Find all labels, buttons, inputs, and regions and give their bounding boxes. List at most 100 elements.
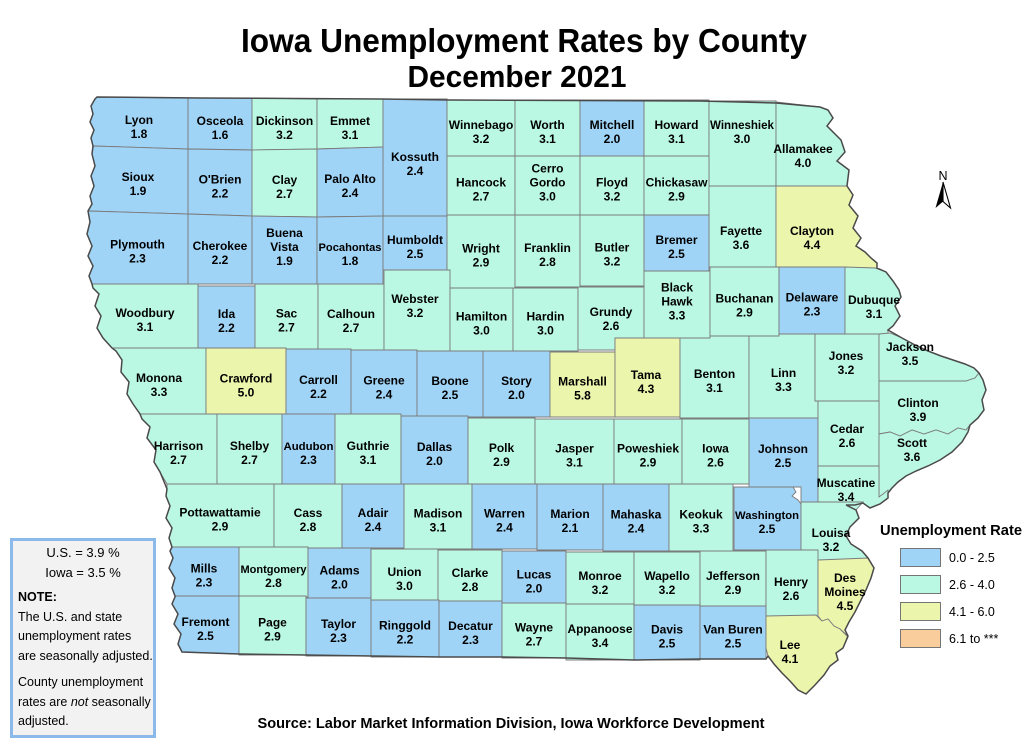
svg-text:Dubuque: Dubuque: [848, 293, 900, 307]
svg-text:Marshall: Marshall: [558, 375, 607, 389]
svg-text:Hamilton: Hamilton: [456, 310, 507, 324]
svg-text:Iowa: Iowa: [702, 442, 729, 456]
svg-text:Butler: Butler: [595, 241, 630, 255]
svg-text:Fayette: Fayette: [720, 224, 762, 238]
svg-text:2.7: 2.7: [343, 321, 360, 335]
svg-text:2.9: 2.9: [668, 190, 685, 204]
svg-text:Madison: Madison: [414, 507, 463, 521]
svg-text:Emmet: Emmet: [330, 114, 370, 128]
svg-text:1.9: 1.9: [276, 254, 293, 268]
svg-text:Allamakee: Allamakee: [773, 142, 833, 156]
svg-text:2.5: 2.5: [407, 247, 424, 261]
svg-text:Louisa: Louisa: [812, 526, 851, 540]
svg-text:3.1: 3.1: [360, 453, 377, 467]
svg-text:2.4: 2.4: [496, 521, 513, 535]
svg-text:Lee: Lee: [780, 638, 801, 652]
svg-text:O'Brien: O'Brien: [199, 173, 242, 187]
svg-text:Clinton: Clinton: [897, 396, 938, 410]
svg-text:1.8: 1.8: [131, 127, 148, 141]
svg-text:Washington: Washington: [735, 510, 799, 522]
svg-text:3.3: 3.3: [669, 309, 686, 323]
svg-text:Hancock: Hancock: [456, 176, 506, 190]
svg-text:Warren: Warren: [484, 507, 525, 521]
svg-text:2.0: 2.0: [331, 578, 348, 592]
svg-text:1.9: 1.9: [130, 184, 147, 198]
svg-text:3.6: 3.6: [904, 450, 921, 464]
svg-text:3.1: 3.1: [342, 128, 359, 142]
svg-text:Wayne: Wayne: [515, 621, 554, 635]
svg-text:2.6: 2.6: [783, 589, 800, 603]
svg-text:Kossuth: Kossuth: [391, 150, 439, 164]
svg-text:3.1: 3.1: [706, 381, 723, 395]
svg-text:Bremer: Bremer: [655, 233, 697, 247]
svg-text:4.4: 4.4: [804, 238, 821, 252]
svg-text:Carroll: Carroll: [299, 373, 338, 387]
svg-text:2.5: 2.5: [442, 388, 459, 402]
svg-text:Calhoun: Calhoun: [327, 307, 375, 321]
svg-text:2.4: 2.4: [376, 388, 393, 402]
svg-text:2.2: 2.2: [218, 321, 235, 335]
svg-text:2.3: 2.3: [196, 576, 213, 590]
svg-text:Des: Des: [834, 571, 856, 585]
svg-text:3.4: 3.4: [592, 636, 609, 650]
svg-text:Plymouth: Plymouth: [110, 238, 165, 252]
svg-text:Hawk: Hawk: [661, 295, 693, 309]
svg-text:Union: Union: [388, 565, 422, 579]
svg-text:Cerro: Cerro: [531, 162, 563, 176]
svg-text:Pottawattamie: Pottawattamie: [179, 506, 261, 520]
svg-text:Wapello: Wapello: [644, 569, 690, 583]
svg-text:2.7: 2.7: [170, 453, 187, 467]
svg-text:Pocahontas: Pocahontas: [319, 242, 382, 254]
svg-text:2.7: 2.7: [276, 187, 293, 201]
svg-text:5.0: 5.0: [238, 386, 255, 400]
svg-text:2.7: 2.7: [241, 453, 258, 467]
svg-text:2.5: 2.5: [759, 522, 776, 536]
svg-text:Sioux: Sioux: [122, 170, 155, 184]
svg-text:Monona: Monona: [136, 371, 182, 385]
svg-text:Montgomery: Montgomery: [241, 564, 308, 576]
svg-text:Clarke: Clarke: [452, 566, 489, 580]
svg-text:Story: Story: [501, 374, 532, 388]
svg-text:2.6: 2.6: [707, 456, 724, 470]
svg-text:3.1: 3.1: [430, 521, 447, 535]
svg-text:3.2: 3.2: [407, 306, 424, 320]
svg-text:Moines: Moines: [824, 585, 866, 599]
svg-text:2.9: 2.9: [640, 456, 657, 470]
svg-text:Monroe: Monroe: [578, 569, 622, 583]
svg-text:2.5: 2.5: [659, 637, 676, 651]
svg-text:Gordo: Gordo: [530, 176, 566, 190]
svg-text:4.3: 4.3: [638, 382, 655, 396]
svg-text:3.2: 3.2: [659, 583, 676, 597]
svg-text:1.8: 1.8: [342, 254, 359, 268]
svg-text:2.3: 2.3: [462, 633, 479, 647]
svg-text:2.2: 2.2: [212, 187, 229, 201]
svg-text:Webster: Webster: [391, 292, 438, 306]
svg-text:3.1: 3.1: [539, 132, 556, 146]
svg-text:3.1: 3.1: [668, 132, 685, 146]
svg-text:2.6: 2.6: [839, 436, 856, 450]
svg-text:2.8: 2.8: [462, 580, 479, 594]
svg-text:Jackson: Jackson: [886, 340, 934, 354]
svg-text:3.2: 3.2: [604, 190, 621, 204]
svg-text:2.4: 2.4: [365, 520, 382, 534]
svg-text:N: N: [938, 169, 947, 183]
svg-text:Hardin: Hardin: [526, 310, 564, 324]
svg-text:2.5: 2.5: [725, 637, 742, 651]
svg-text:Fremont: Fremont: [182, 615, 230, 629]
svg-text:2.3: 2.3: [300, 453, 317, 467]
svg-text:Humboldt: Humboldt: [387, 233, 443, 247]
svg-text:Source: Labor Market Informati: Source: Labor Market Information Divisio…: [258, 716, 765, 732]
svg-text:Muscatine: Muscatine: [817, 476, 876, 490]
svg-text:2.1: 2.1: [562, 521, 579, 535]
svg-text:Black: Black: [661, 281, 693, 295]
svg-text:2.8: 2.8: [300, 520, 317, 534]
svg-text:Buchanan: Buchanan: [715, 292, 773, 306]
svg-text:Scott: Scott: [897, 436, 927, 450]
svg-text:Boone: Boone: [431, 374, 469, 388]
svg-text:2.8: 2.8: [265, 576, 282, 590]
svg-text:Wright: Wright: [462, 242, 500, 256]
svg-text:3.1: 3.1: [866, 307, 883, 321]
svg-text:4.1: 4.1: [782, 652, 799, 666]
svg-text:Benton: Benton: [694, 367, 735, 381]
svg-text:Vista: Vista: [270, 240, 299, 254]
